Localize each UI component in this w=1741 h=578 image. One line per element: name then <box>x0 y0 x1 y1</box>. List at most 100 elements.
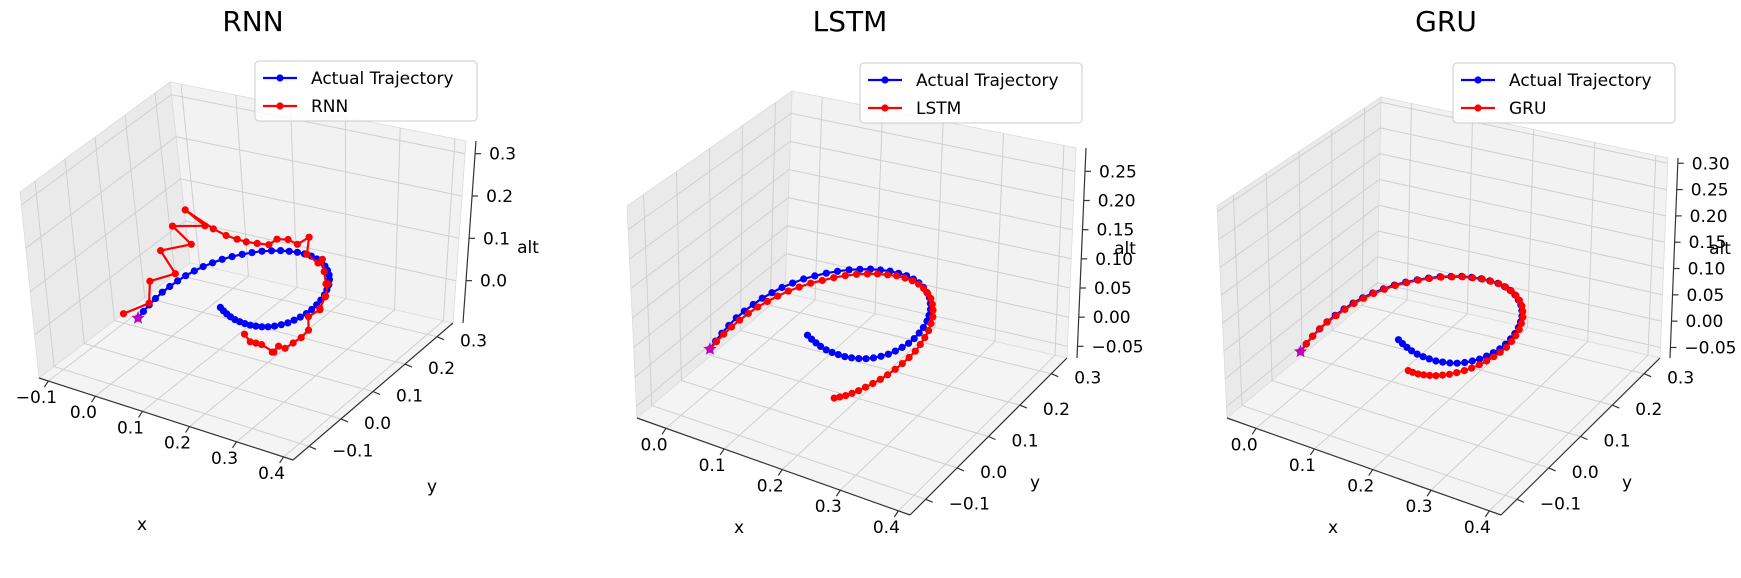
x-tick-mark <box>1368 469 1374 476</box>
data-point <box>1380 285 1388 293</box>
data-point <box>877 352 885 360</box>
data-point <box>233 235 241 243</box>
data-point <box>822 346 830 354</box>
data-point <box>242 238 250 246</box>
gridline-z <box>630 169 1073 289</box>
data-point <box>187 240 195 248</box>
data-point <box>1515 296 1523 304</box>
data-point <box>925 327 933 335</box>
x-axis-line <box>38 377 294 461</box>
legend: Actual Trajectory LSTM <box>859 62 1083 124</box>
series-lstm <box>706 270 937 402</box>
data-point <box>884 271 892 279</box>
data-point <box>228 253 236 261</box>
data-point <box>1502 343 1511 351</box>
data-point <box>803 331 812 339</box>
y-tick-label: 0.0 <box>364 414 391 434</box>
data-point <box>181 206 189 214</box>
data-point <box>303 250 311 258</box>
z-tick-label: 0.00 <box>1093 308 1131 328</box>
data-point <box>199 263 207 271</box>
data-point <box>273 235 281 243</box>
data-point <box>271 322 279 330</box>
y-tick-label: 0.2 <box>428 359 455 379</box>
gridline-z <box>636 281 1068 407</box>
legend-label: RNN <box>311 97 348 117</box>
y-tick-label: 0.1 <box>1012 432 1039 452</box>
data-point <box>1496 348 1504 356</box>
y-tick-mark <box>1051 373 1059 378</box>
data-point <box>1404 367 1412 375</box>
gridline-x <box>898 145 1065 512</box>
gridline-z <box>1217 101 1668 213</box>
data-point <box>905 353 913 362</box>
z-axis-line <box>1076 147 1087 359</box>
data-point <box>807 279 815 287</box>
x-tick-label: 0.2 <box>1347 477 1374 497</box>
y-tick-label: 0.2 <box>1635 400 1662 420</box>
data-point <box>1341 305 1349 313</box>
data-point <box>1476 355 1484 363</box>
data-point <box>1495 280 1503 288</box>
series-gru <box>1296 273 1527 380</box>
data-point <box>1469 274 1477 282</box>
x-tick-label: 0.1 <box>117 418 144 438</box>
x-tick-label: 0.3 <box>1406 497 1433 517</box>
legend-label: Actual Trajectory <box>311 69 454 89</box>
z-tick-label: 0.25 <box>1099 162 1137 182</box>
data-point <box>252 322 260 330</box>
data-point <box>290 316 298 324</box>
x-tick-label: 0.4 <box>1464 518 1491 538</box>
gridline-y <box>643 194 926 500</box>
legend-box <box>254 60 478 122</box>
x-tick-label: 0.1 <box>1289 456 1316 476</box>
data-point <box>789 279 797 287</box>
z-tick-label: 0.05 <box>1094 279 1132 299</box>
y-tick-label: 0.1 <box>396 387 423 407</box>
data-point <box>828 348 836 356</box>
data-point <box>884 371 892 379</box>
data-point <box>305 233 313 241</box>
data-point <box>874 270 882 278</box>
legend-label: LSTM <box>916 99 961 119</box>
legend: Actual Trajectory RNN <box>254 60 478 122</box>
data-point <box>297 334 305 342</box>
data-point <box>1453 369 1461 377</box>
data-point <box>1461 358 1469 367</box>
data-point <box>277 321 285 329</box>
gridline-z <box>634 253 1069 378</box>
y-axis-label: y <box>1622 473 1632 493</box>
y-tick-label: 0.0 <box>980 463 1007 483</box>
data-point <box>1490 353 1498 361</box>
x-tick-label: 0.0 <box>641 435 668 455</box>
x-tick-mark <box>232 441 238 449</box>
data-point <box>852 270 861 278</box>
data-point <box>145 299 153 307</box>
x-tick-mark <box>185 426 191 433</box>
x-tick-label: 0.2 <box>757 477 784 497</box>
data-point <box>1502 283 1510 291</box>
data-point <box>927 319 935 328</box>
x-tick-mark <box>43 380 49 388</box>
data-point <box>855 387 863 395</box>
data-point <box>811 272 819 280</box>
x-tick-mark <box>1426 489 1432 497</box>
gridline-y <box>34 180 310 447</box>
data-point <box>320 268 328 276</box>
data-point <box>284 319 292 327</box>
legend-marker <box>276 102 284 110</box>
x-axis-label: x <box>137 515 147 535</box>
y-tick-label: 0.2 <box>1043 400 1070 420</box>
data-point <box>151 294 160 303</box>
y-tick-label: 0.0 <box>1572 463 1599 483</box>
z-tick-label: 0.20 <box>1098 192 1136 212</box>
x-tick-mark <box>279 456 285 464</box>
data-point <box>1391 281 1399 290</box>
data-point <box>1439 371 1447 379</box>
data-point <box>919 323 928 332</box>
y-tick-mark <box>925 498 933 503</box>
data-point <box>277 247 285 255</box>
x-axis-line <box>1226 417 1502 516</box>
gridline-x <box>723 109 884 450</box>
